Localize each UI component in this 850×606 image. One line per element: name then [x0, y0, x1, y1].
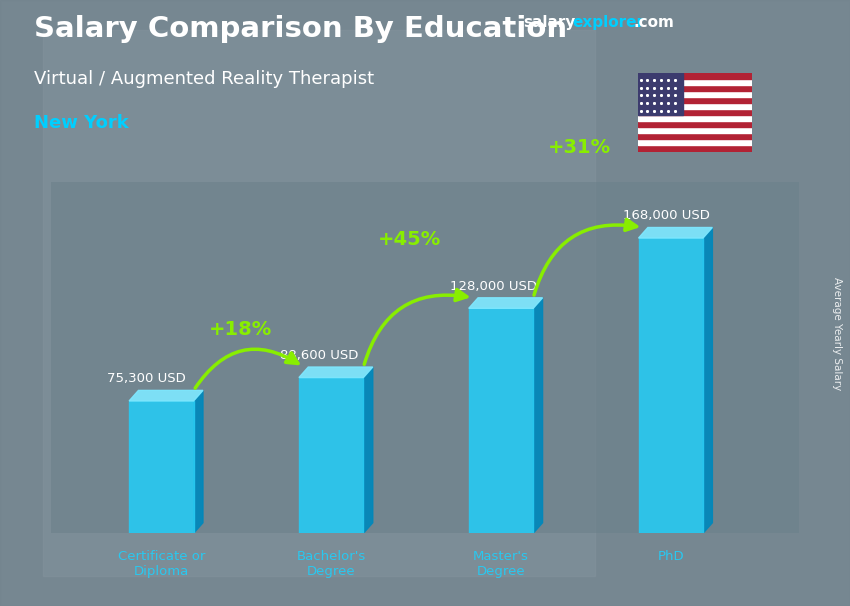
Text: 168,000 USD: 168,000 USD: [623, 209, 710, 222]
Polygon shape: [638, 227, 712, 238]
Bar: [638, 109, 752, 115]
Bar: [638, 79, 752, 85]
Bar: [638, 127, 752, 133]
Bar: [129, 401, 194, 533]
Bar: [638, 73, 752, 79]
Bar: [638, 133, 752, 139]
Bar: [638, 115, 752, 121]
Text: +31%: +31%: [548, 138, 611, 157]
Bar: [468, 308, 533, 533]
Text: .com: .com: [633, 15, 674, 30]
Bar: [638, 145, 752, 152]
Polygon shape: [129, 390, 203, 401]
Text: salary: salary: [523, 15, 575, 30]
Text: Virtual / Augmented Reality Therapist: Virtual / Augmented Reality Therapist: [34, 70, 374, 88]
Bar: [638, 97, 752, 103]
Bar: [638, 103, 752, 109]
Bar: [299, 378, 364, 533]
Text: explorer: explorer: [572, 15, 644, 30]
Bar: [638, 121, 752, 127]
Bar: [638, 139, 752, 145]
Polygon shape: [364, 367, 373, 533]
Bar: [638, 238, 703, 533]
Text: 88,600 USD: 88,600 USD: [280, 349, 359, 362]
Bar: [638, 91, 752, 97]
Text: +45%: +45%: [378, 230, 441, 248]
Polygon shape: [299, 367, 373, 378]
Text: Average Yearly Salary: Average Yearly Salary: [832, 277, 842, 390]
Text: 75,300 USD: 75,300 USD: [107, 372, 186, 385]
Text: +18%: +18%: [208, 320, 272, 339]
Polygon shape: [194, 390, 203, 533]
Bar: [638, 85, 752, 91]
Polygon shape: [533, 298, 542, 533]
Text: 128,000 USD: 128,000 USD: [450, 279, 537, 293]
Bar: [42, 30, 595, 576]
Polygon shape: [468, 298, 542, 308]
Text: New York: New York: [34, 114, 128, 132]
Polygon shape: [703, 227, 712, 533]
Text: Salary Comparison By Education: Salary Comparison By Education: [34, 15, 567, 43]
Bar: [638, 73, 683, 115]
